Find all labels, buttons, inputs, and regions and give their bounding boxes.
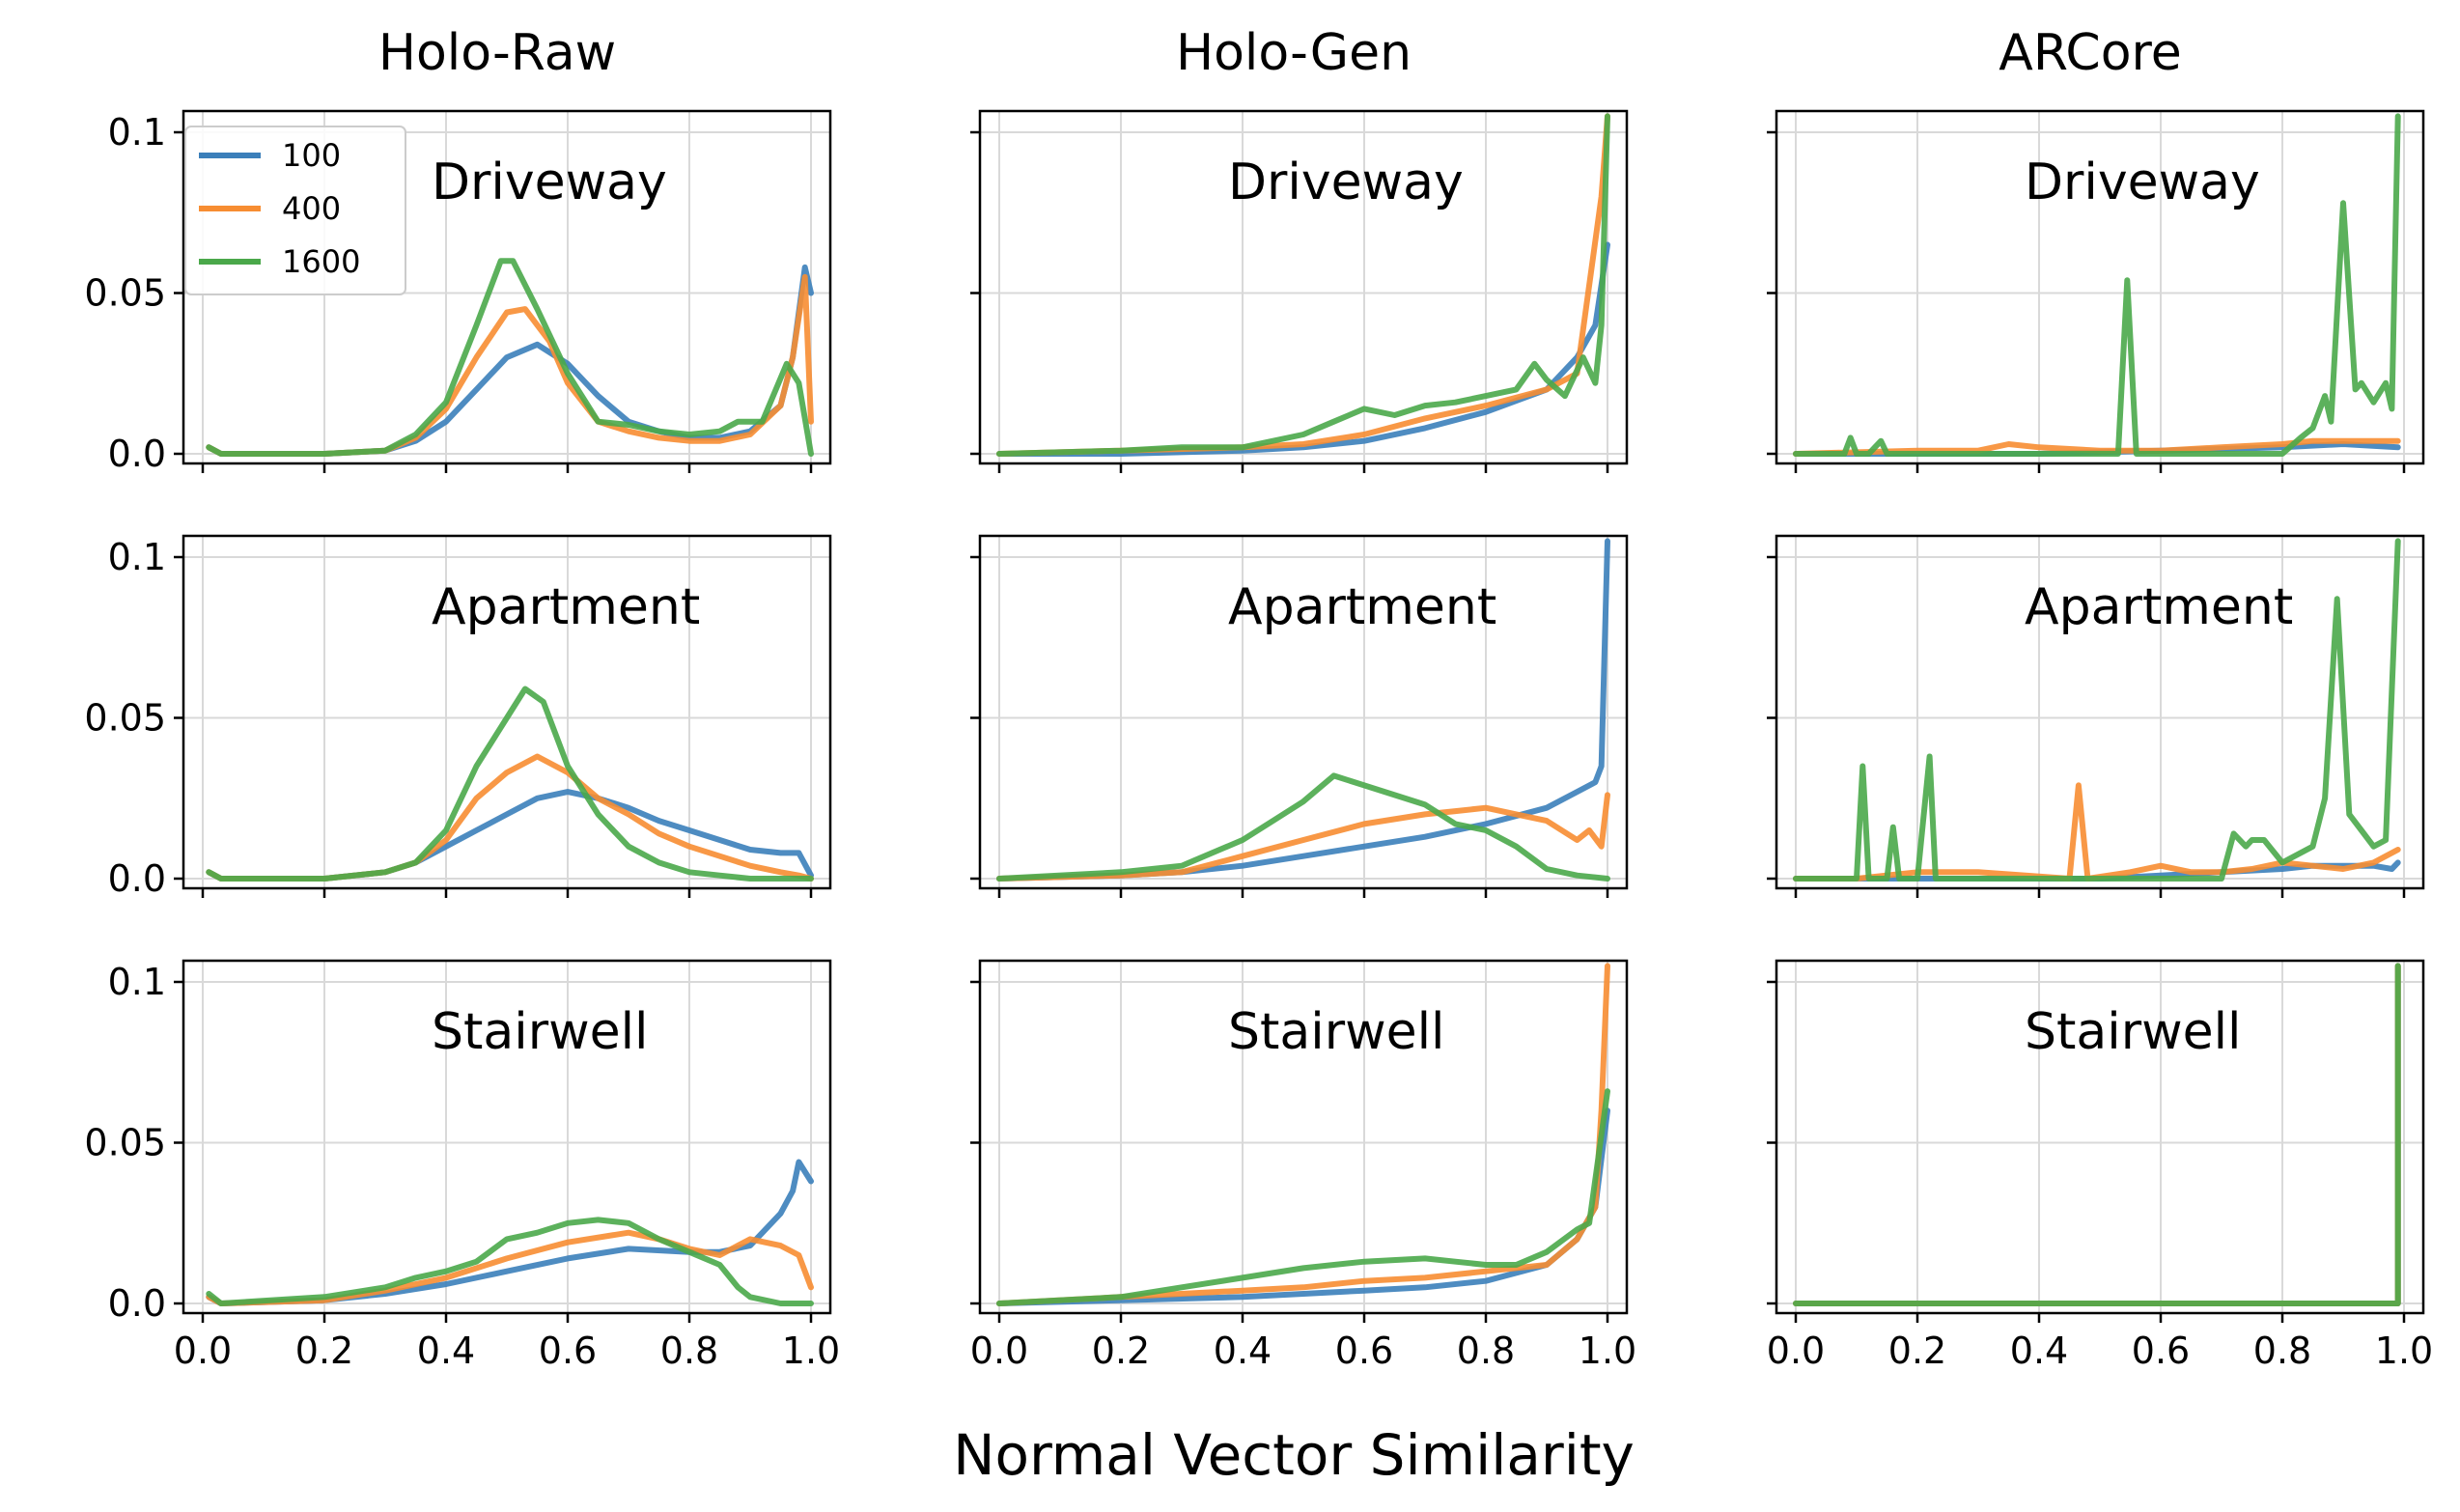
legend-label: 100 xyxy=(282,137,341,174)
series-line-1600 xyxy=(206,258,814,457)
y-tick-label: 0.05 xyxy=(84,1122,166,1164)
x-tick-label: 1.0 xyxy=(782,1330,840,1372)
series-line-1600 xyxy=(1793,113,2401,457)
axes-frame xyxy=(1775,959,2425,1315)
column-title: Holo-Raw xyxy=(378,24,616,82)
series-line-400 xyxy=(206,273,814,457)
y-tick-label: 0.0 xyxy=(108,1282,166,1325)
x-tick-label: 1.0 xyxy=(2375,1330,2433,1372)
axes-frame xyxy=(1775,534,2425,890)
panel-3-2: 0.0 0.2 0.4 0.6 0.8 1.0 Stairwell xyxy=(970,959,1636,1372)
x-tick-label: 0.0 xyxy=(174,1330,232,1372)
y-tick-label: 0.05 xyxy=(84,272,166,315)
x-tick-label: 0.6 xyxy=(539,1330,597,1372)
panel-2-2: Apartment xyxy=(970,534,1629,898)
panel-annotation: Driveway xyxy=(432,154,667,211)
x-tick-label: 0.6 xyxy=(2132,1330,2190,1372)
panel-annotation: Apartment xyxy=(2025,578,2293,636)
legend-box xyxy=(184,126,406,295)
series-line-400 xyxy=(1793,782,2401,882)
axes-frame xyxy=(978,109,1629,465)
panel-2-1: 0.0 0.05 0.1 Apartment xyxy=(84,534,832,900)
axes-frame xyxy=(182,959,832,1315)
x-tick-label: 0.0 xyxy=(1767,1330,1825,1372)
panel-1-1: 0.0 0.05 0.1 Driveway xyxy=(84,109,832,475)
x-tick-label: 0.0 xyxy=(970,1330,1028,1372)
x-tick-label: 0.4 xyxy=(2010,1330,2068,1372)
panel-annotation: Stairwell xyxy=(432,1003,649,1061)
x-tick-label: 0.8 xyxy=(2253,1330,2311,1372)
axes-frame xyxy=(182,534,832,890)
x-tick-label: 0.4 xyxy=(417,1330,475,1372)
series-line-1600 xyxy=(1793,963,2401,1306)
y-tick-label: 0.0 xyxy=(108,857,166,900)
series-line-400 xyxy=(996,792,1610,882)
series-line-400 xyxy=(206,753,814,882)
x-tick-label: 0.2 xyxy=(1888,1330,1946,1372)
panel-3-3: 0.0 0.2 0.4 0.6 0.8 1.0 Stairwell xyxy=(1767,959,2433,1372)
series-line-400 xyxy=(206,1229,814,1306)
series-line-1600 xyxy=(996,772,1610,882)
x-tick-label: 0.2 xyxy=(1092,1330,1150,1372)
x-tick-label: 0.8 xyxy=(1457,1330,1515,1372)
axes-frame xyxy=(1775,109,2425,465)
series-line-100 xyxy=(996,241,1610,457)
x-tick-label: 0.4 xyxy=(1214,1330,1272,1372)
series-line-1600 xyxy=(996,1088,1610,1306)
panel-annotation: Stairwell xyxy=(1228,1003,1445,1061)
y-tick-label: 0.0 xyxy=(108,433,166,475)
series-line-100 xyxy=(206,1159,814,1306)
legend: 100 400 1600 xyxy=(184,126,406,295)
y-tick-label: 0.1 xyxy=(108,536,166,578)
series-line-1600 xyxy=(206,686,814,882)
x-axis-label: Normal Vector Similarity xyxy=(953,1422,1635,1488)
y-tick-label: 0.05 xyxy=(84,697,166,740)
legend-label: 400 xyxy=(282,190,341,227)
panel-annotation: Driveway xyxy=(2025,154,2260,211)
y-tick-label: 0.1 xyxy=(108,111,166,154)
column-title: ARCore xyxy=(1999,24,2181,82)
panel-annotation: Stairwell xyxy=(2025,1003,2242,1061)
x-tick-label: 1.0 xyxy=(1579,1330,1636,1372)
series-line-1600 xyxy=(996,113,1610,457)
x-tick-label: 0.2 xyxy=(295,1330,353,1372)
series-line-400 xyxy=(1793,437,2401,457)
panel-3-1: 0.0 0.2 0.4 0.6 0.8 1.0 0.0 0.05 0.1 Stairwell xyxy=(84,959,840,1372)
x-tick-label: 0.8 xyxy=(660,1330,718,1372)
x-tick-label: 0.6 xyxy=(1335,1330,1393,1372)
panel-1-3: Driveway xyxy=(1767,109,2425,473)
series-line-1600 xyxy=(206,1217,814,1306)
series-line-100 xyxy=(206,789,814,882)
legend-label: 1600 xyxy=(282,243,360,280)
panel-annotation: Driveway xyxy=(1228,154,1464,211)
axes-frame xyxy=(182,109,832,465)
axes-frame xyxy=(978,534,1629,890)
column-title: Holo-Gen xyxy=(1176,24,1412,82)
series-line-100 xyxy=(996,1107,1610,1306)
panel-annotation: Apartment xyxy=(432,578,700,636)
y-tick-label: 0.1 xyxy=(108,961,166,1003)
panel-2-3: Apartment xyxy=(1767,534,2425,898)
panel-annotation: Apartment xyxy=(1228,578,1496,636)
series-line-1600 xyxy=(1793,538,2401,882)
axes-frame xyxy=(978,959,1629,1315)
panel-1-2: Driveway xyxy=(970,109,1629,473)
